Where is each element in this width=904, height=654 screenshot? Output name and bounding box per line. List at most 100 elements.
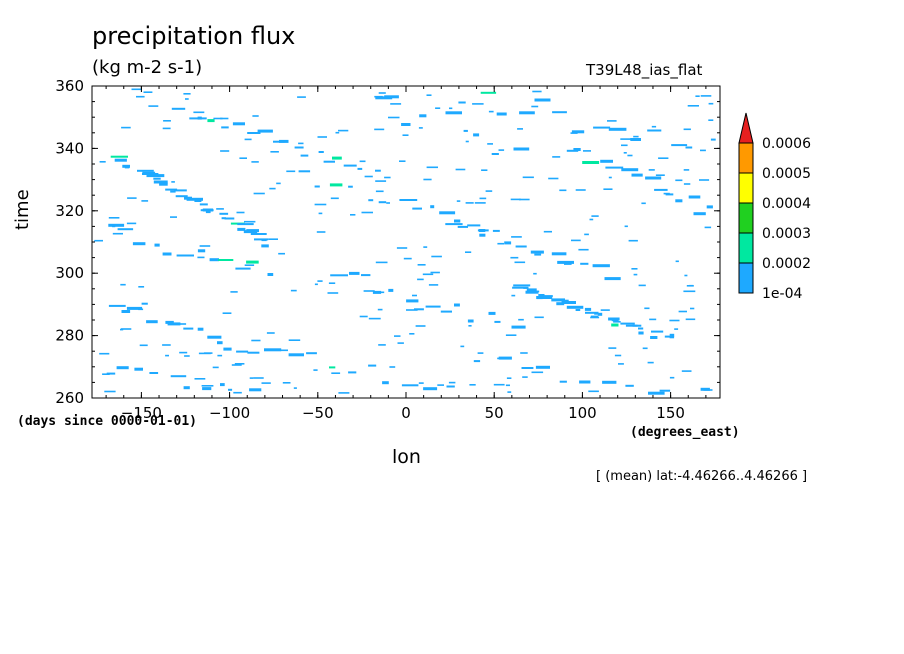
colorbar: 1e-04 0.0002 0.0003 0.0004 0.0005 0.0006 — [738, 112, 811, 302]
precip-cell — [708, 119, 714, 121]
precip-cell — [359, 315, 368, 318]
precip-cell — [685, 318, 696, 321]
precip-cell — [394, 335, 401, 337]
colorbar-box — [738, 232, 754, 264]
precip-cell — [179, 351, 188, 354]
precip-cell — [102, 373, 110, 375]
precip-cell — [454, 303, 460, 307]
precip-cell — [250, 233, 267, 235]
precip-cell — [649, 318, 657, 321]
precip-cell — [700, 95, 712, 97]
precip-cell — [533, 272, 537, 275]
precip-cell — [239, 157, 247, 159]
precip-cell — [132, 242, 146, 246]
precip-cell — [122, 164, 130, 168]
precip-cell — [642, 347, 648, 350]
precip-cell — [286, 170, 296, 173]
precip-cell — [249, 377, 254, 379]
precip-cell — [559, 189, 567, 192]
precip-cell — [375, 96, 393, 100]
precip-cell — [153, 177, 161, 180]
precip-cell — [708, 102, 714, 105]
precip-cell — [594, 313, 602, 315]
precip-cell — [517, 128, 523, 130]
precip-cell — [426, 166, 438, 169]
precip-cell — [389, 366, 396, 368]
precip-cell — [480, 91, 497, 94]
precip-cell — [523, 287, 528, 289]
precip-cell — [317, 280, 323, 282]
precip-cell — [220, 150, 230, 152]
precip-cell — [669, 333, 675, 337]
precip-cell — [338, 129, 349, 132]
precip-cell — [703, 389, 713, 391]
precip-cell — [361, 211, 373, 214]
precip-cell — [460, 345, 465, 348]
precip-cell — [186, 197, 203, 201]
precip-cell — [613, 321, 621, 323]
precip-cell — [431, 255, 442, 258]
precip-cell — [234, 363, 245, 365]
precip-cell — [472, 103, 484, 105]
precip-cell — [216, 208, 224, 210]
precip-cell — [544, 295, 553, 298]
precip-cell — [108, 223, 125, 227]
precip-cell — [290, 289, 297, 292]
precip-cell — [134, 367, 143, 371]
precip-cell — [278, 252, 285, 255]
precip-cell — [193, 111, 205, 114]
precip-cell — [244, 220, 256, 223]
precip-cell — [372, 290, 382, 294]
precip-cell — [531, 290, 540, 293]
precip-cell — [534, 253, 542, 256]
precip-cell — [257, 129, 273, 133]
precip-cell — [430, 271, 440, 274]
precip-cell — [445, 111, 462, 115]
precip-cell — [314, 185, 320, 188]
precip-cell — [605, 166, 624, 169]
x-axis-label: lon — [392, 446, 421, 468]
precip-cell — [600, 159, 613, 163]
precip-cell — [194, 200, 202, 202]
precip-cell — [507, 391, 512, 393]
precip-cell — [244, 264, 255, 266]
precip-cell — [561, 301, 568, 303]
precip-cell — [237, 223, 254, 226]
precip-cell — [183, 327, 194, 330]
precip-cell — [551, 298, 565, 302]
precip-cell — [623, 152, 627, 154]
precip-cell — [624, 225, 628, 228]
x-axis-units: (degrees_east) — [630, 425, 740, 440]
precip-cell — [621, 144, 628, 147]
precip-cell — [384, 176, 391, 179]
precip-cell — [522, 376, 528, 378]
precip-cell — [396, 247, 408, 249]
precip-cell — [418, 127, 423, 129]
precip-cell — [297, 96, 306, 98]
precip-cell — [530, 250, 544, 254]
precip-cell — [664, 335, 674, 338]
precip-cell — [331, 372, 341, 374]
precip-cell — [473, 133, 480, 137]
precip-cell — [201, 385, 214, 387]
precip-cell — [561, 301, 576, 304]
precip-cell — [604, 277, 621, 281]
precip-cell — [675, 260, 679, 263]
precip-cell — [99, 352, 110, 355]
precip-cell — [588, 390, 599, 393]
precip-cell — [614, 354, 622, 357]
precip-cell — [217, 354, 223, 357]
precip-cell — [671, 144, 688, 147]
precip-cell — [382, 381, 389, 385]
precip-cell — [690, 307, 695, 310]
precip-cell — [330, 197, 339, 200]
x-tick-label: −100 — [209, 404, 250, 422]
precip-cell — [316, 231, 326, 233]
precip-cell — [428, 284, 439, 286]
y-tick-label: 260 — [55, 389, 84, 407]
precip-cell — [328, 282, 336, 284]
precip-cell — [607, 120, 617, 122]
precip-cell — [397, 342, 404, 344]
precip-cell — [608, 176, 612, 179]
precip-cell — [318, 212, 323, 215]
